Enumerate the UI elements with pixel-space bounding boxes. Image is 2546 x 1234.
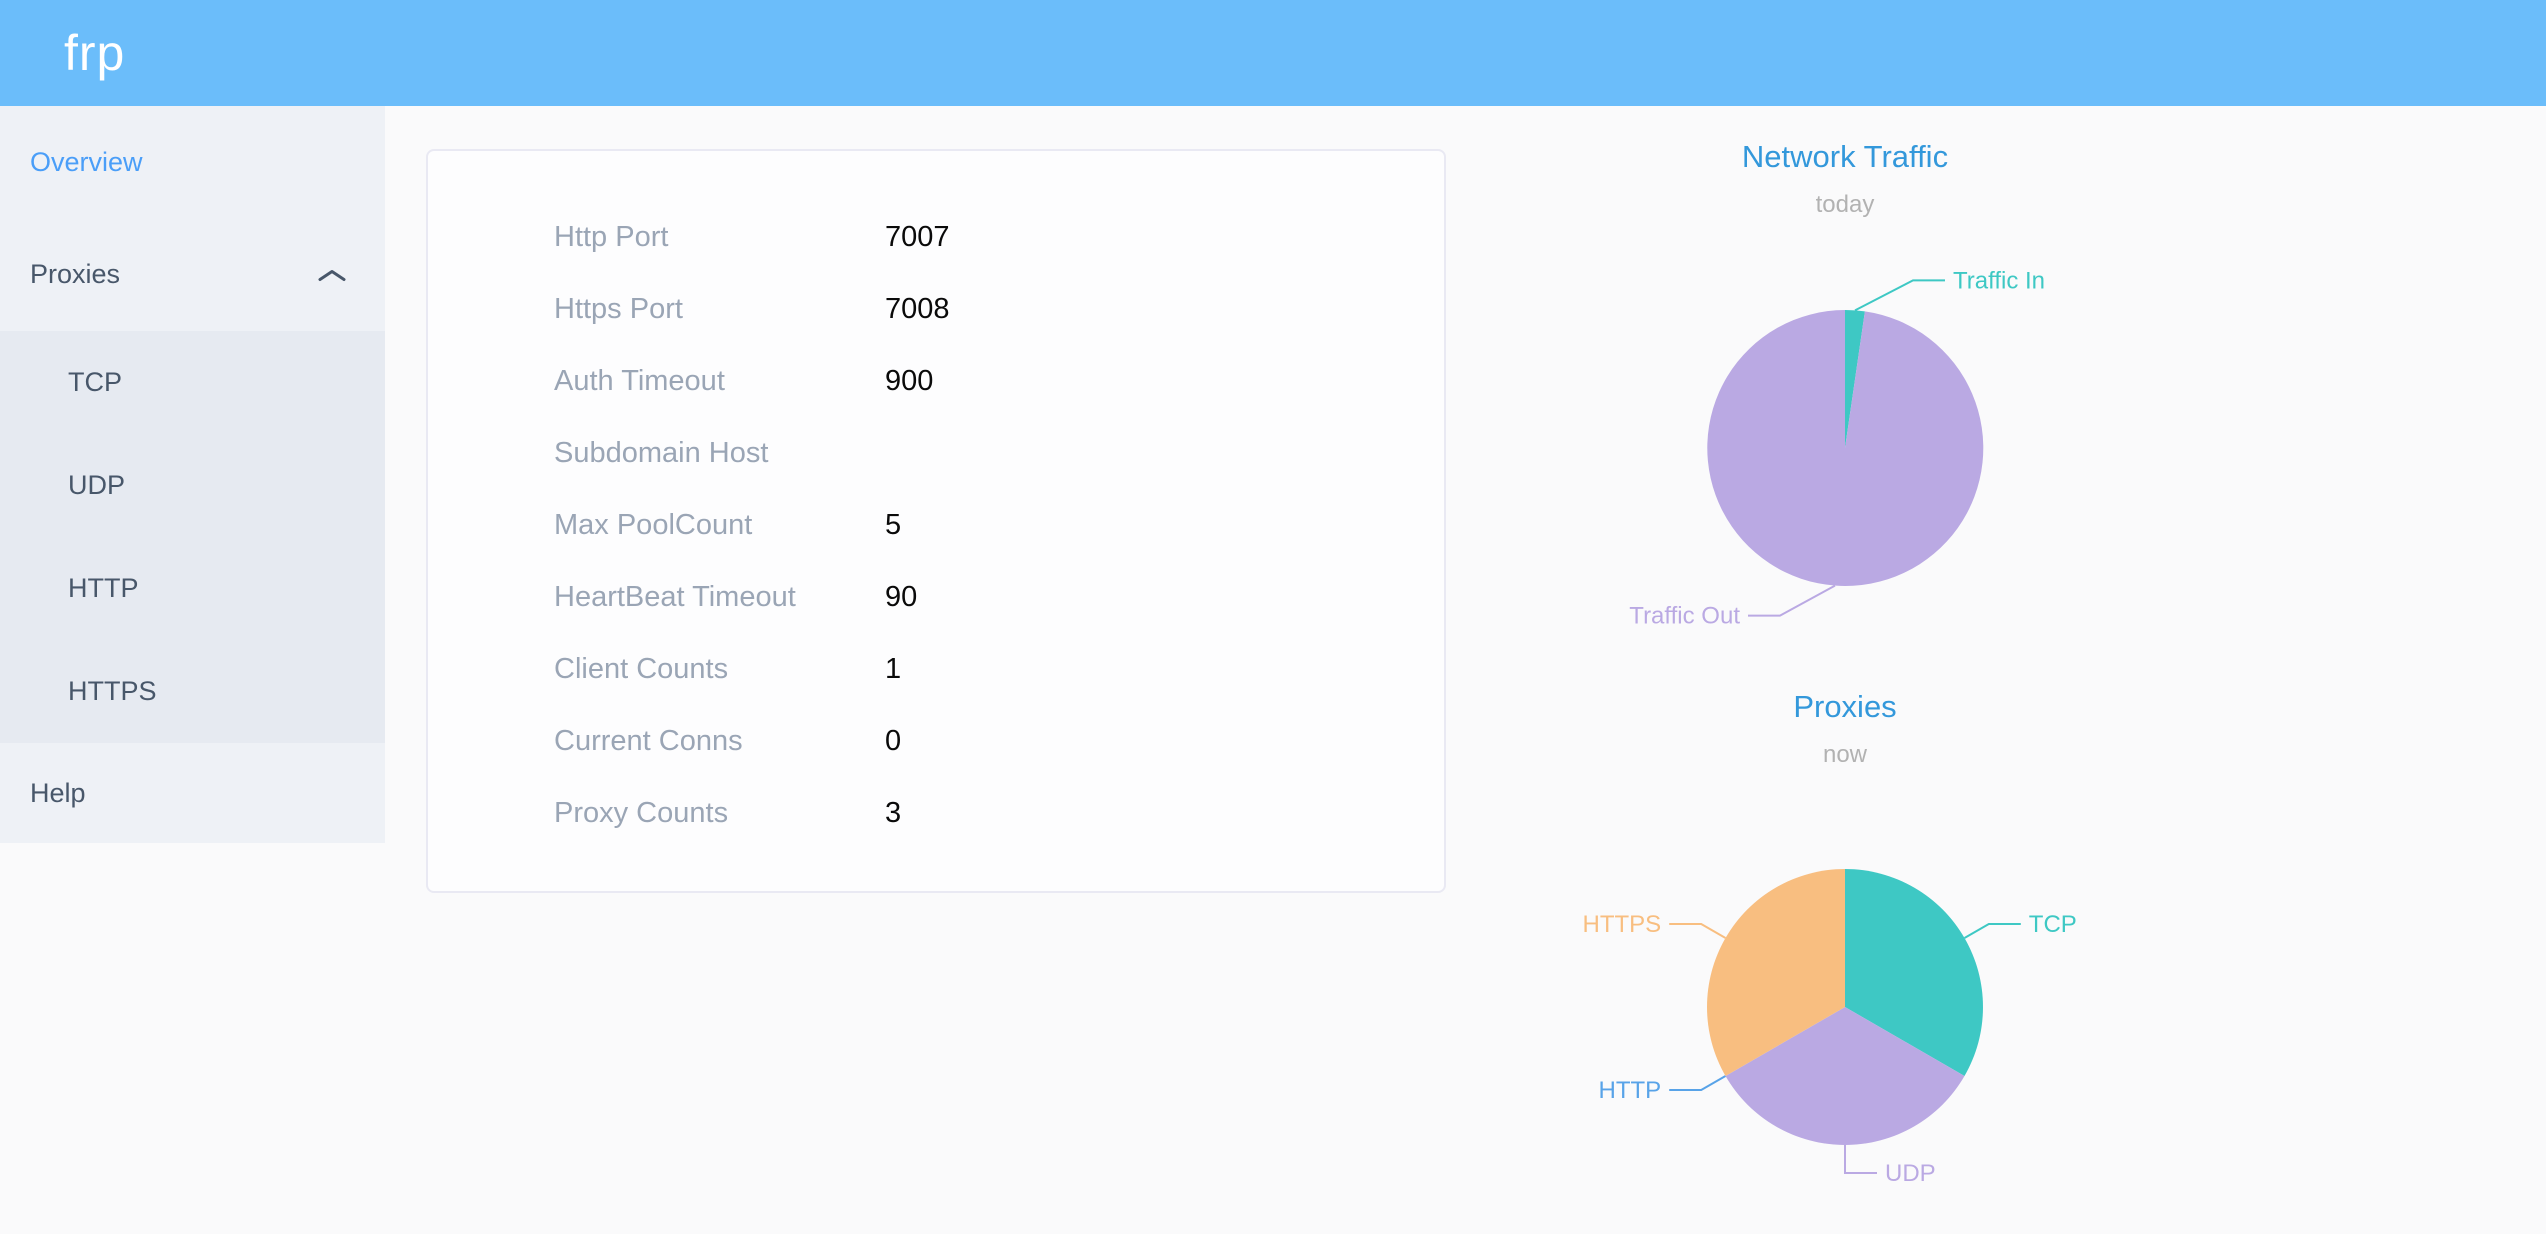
config-value: 7008 — [885, 292, 950, 325]
pie-label-tcp: TCP — [2029, 911, 2077, 938]
pie-label-line-udp — [1844, 1145, 1877, 1174]
sidebar-item-tcp[interactable]: TCP — [0, 331, 385, 434]
config-row-max-poolcount: Max PoolCount 5 — [428, 489, 1444, 561]
pie-label-line-tcp — [1964, 923, 2021, 939]
proxies-pie: TCP UDP HTTP HTTPS — [1583, 869, 2077, 1187]
config-label: Proxy Counts — [554, 796, 729, 829]
config-row-https-port: Https Port 7008 — [428, 273, 1444, 345]
sidebar: Overview Proxies TCP UDP HTTP HTTPS Help — [0, 106, 385, 843]
config-value: 90 — [885, 580, 918, 613]
pie-label-udp: UDP — [1885, 1160, 1936, 1187]
sidebar-item-proxies[interactable]: Proxies — [0, 218, 385, 331]
network-traffic-title: Network Traffic — [1741, 139, 1949, 174]
config-value: 0 — [885, 724, 902, 757]
sidebar-item-help-label: Help — [30, 778, 86, 808]
network-traffic-pie: Traffic In Traffic Out — [1629, 267, 2045, 630]
chevron-up-icon[interactable] — [317, 266, 347, 283]
pie-slice-traffic-out[interactable] — [1707, 310, 1984, 586]
pie-label-https: HTTPS — [1583, 911, 1662, 938]
sidebar-item-http-label: HTTP — [68, 573, 139, 603]
network-traffic-subtitle: today — [1815, 191, 1875, 219]
config-label: Current Conns — [554, 724, 743, 757]
sidebar-item-http[interactable]: HTTP — [0, 537, 385, 640]
pie-label-line-traffic-out — [1748, 584, 1836, 617]
pie-slice-traffic-in[interactable] — [1845, 309, 1865, 448]
config-label: Https Port — [554, 292, 683, 325]
sidebar-item-udp[interactable]: UDP — [0, 434, 385, 537]
sidebar-item-overview-label: Overview — [30, 146, 143, 177]
app-header: frp — [0, 0, 2546, 106]
config-label: Max PoolCount — [554, 508, 753, 541]
pie-label-traffic-out: Traffic Out — [1629, 603, 1740, 630]
pie-label-line-traffic-in — [1854, 279, 1945, 312]
pie-slice-tcp[interactable] — [1845, 869, 1983, 1076]
app-logo: frp — [64, 25, 126, 81]
config-row-subdomain-host: Subdomain Host — [428, 417, 1444, 489]
sidebar-item-udp-label: UDP — [68, 470, 126, 500]
config-row-current-conns: Current Conns 0 — [428, 705, 1444, 777]
config-value: 900 — [885, 364, 934, 397]
config-row-client-counts: Client Counts 1 — [428, 633, 1444, 705]
pie-slice-udp[interactable] — [1725, 1007, 1965, 1145]
server-config-card: Http Port 7007 Https Port 7008 Auth Time… — [426, 149, 1446, 893]
proxies-title: Proxies — [1793, 689, 1897, 724]
config-value: 1 — [885, 652, 902, 685]
pie-slice-https[interactable] — [1707, 869, 1845, 1076]
config-row-http-port: Http Port 7007 — [428, 201, 1444, 273]
config-value: 5 — [885, 508, 902, 541]
sidebar-item-overview[interactable]: Overview — [0, 106, 385, 218]
pie-label-line-https — [1669, 923, 1726, 939]
sidebar-submenu-proxies: TCP UDP HTTP HTTPS — [0, 331, 385, 743]
config-value: 7007 — [885, 220, 950, 253]
pie-label-traffic-in: Traffic In — [1953, 267, 2045, 294]
config-row-proxy-counts: Proxy Counts 3 — [428, 777, 1444, 849]
config-value: 3 — [885, 796, 902, 829]
config-label: Client Counts — [554, 652, 729, 685]
config-label: Http Port — [554, 220, 669, 253]
pie-label-line-http — [1669, 1075, 1726, 1091]
sidebar-item-tcp-label: TCP — [68, 367, 122, 397]
pie-label-http: HTTP — [1599, 1077, 1662, 1104]
config-label: Subdomain Host — [554, 436, 769, 469]
proxies-chart: Proxies now TCP UDP HTTP HTTPS — [1495, 689, 2195, 1234]
network-traffic-chart: Network Traffic today Traffic In Traffic … — [1495, 139, 2195, 670]
config-row-heartbeat-timeout: HeartBeat Timeout 90 — [428, 561, 1444, 633]
config-label: HeartBeat Timeout — [554, 580, 796, 613]
config-row-auth-timeout: Auth Timeout 900 — [428, 345, 1444, 417]
proxies-subtitle: now — [1822, 741, 1868, 769]
sidebar-item-proxies-label: Proxies — [30, 259, 121, 289]
sidebar-item-help[interactable]: Help — [0, 743, 385, 844]
sidebar-item-https-label: HTTPS — [68, 676, 157, 706]
sidebar-item-https[interactable]: HTTPS — [0, 640, 385, 743]
config-label: Auth Timeout — [554, 364, 725, 397]
